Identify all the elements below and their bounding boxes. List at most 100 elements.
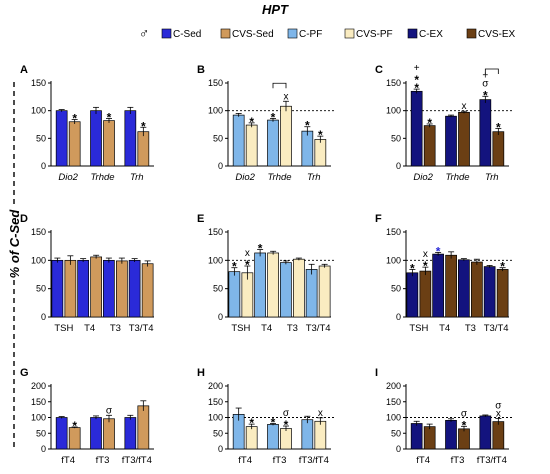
y-tick-label: 150: [208, 397, 223, 407]
bar-c-pf-t3-t4: [305, 269, 318, 318]
significance-mark: *: [500, 260, 505, 274]
y-tick-label: 100: [386, 413, 401, 423]
significance-mark: *: [462, 418, 467, 432]
y-tick-label: 50: [391, 284, 401, 294]
significance-mark: x: [423, 249, 428, 260]
bar-c-ex-ft3-ft4: [479, 415, 492, 450]
y-tick-label: 150: [386, 78, 401, 88]
y-label-backdrop: [6, 208, 22, 280]
legend-label-c-ex: C-EX: [419, 29, 443, 40]
significance-mark: *: [436, 244, 441, 258]
significance-mark: *: [271, 110, 276, 124]
x-category-label: Trh: [307, 172, 321, 183]
significance-mark: *: [271, 415, 276, 429]
bar-cvs-sed-ft3: [103, 418, 115, 450]
y-tick-label: 0: [41, 312, 46, 322]
legend-swatch-cvs-sed: [220, 28, 231, 39]
bar-c-pf-t3: [280, 262, 292, 318]
y-tick-label: 50: [36, 284, 46, 294]
x-category-label: fT3: [96, 455, 110, 466]
y-tick-label: 100: [208, 255, 223, 265]
legend-swatch-cvs-ex: [466, 28, 477, 39]
x-category-label: TSH: [54, 323, 73, 334]
bar-cvs-sed-trhde: [103, 120, 115, 167]
panel-g: G 0 50 100 150 200 fT4 fT3 fT3/fT4 * σ: [20, 367, 154, 466]
significance-mark: *: [284, 418, 289, 432]
y-tick-label: 150: [386, 397, 401, 407]
y-tick-label: 50: [36, 428, 46, 438]
y-tick-label: 100: [31, 413, 46, 423]
legend-swatch-c-pf: [287, 28, 298, 39]
y-tick-label: 100: [31, 106, 46, 116]
y-axis-label: % of C-Sed: [7, 209, 22, 279]
y-tick-label: 0: [41, 444, 46, 454]
bar-cvs-ex-dio2: [423, 125, 436, 167]
x-category-label: T3: [287, 323, 298, 334]
x-category-label: T4: [261, 323, 272, 334]
bar-cvs-pf-t3: [293, 258, 305, 318]
bar-c-ex-trhde: [445, 115, 457, 167]
x-category-label: T3/T4: [484, 323, 509, 334]
x-category-label: Trhde: [90, 172, 114, 183]
panel-label: B: [197, 64, 205, 76]
y-tick-label: 150: [31, 227, 46, 237]
significance-mark: x: [462, 101, 467, 112]
significance-mark: σ: [106, 405, 113, 416]
bar-cvs-ex-ft4: [423, 426, 436, 450]
bar-cvs-pf-trh: [314, 139, 327, 167]
bar-c-sed-t3: [103, 259, 115, 318]
significance-mark: x: [318, 408, 323, 419]
x-category-label: T3/T4: [306, 323, 331, 334]
significance-mark: *: [410, 261, 415, 275]
panel-label: F: [375, 213, 382, 225]
bar-cvs-pf-t4: [267, 252, 279, 318]
bar-c-pf-trhde: [267, 119, 279, 167]
bar-cvs-sed-ft3-ft4: [137, 405, 150, 450]
comparison-bracket: [272, 82, 287, 89]
bar-c-sed-tsh: [51, 259, 64, 318]
x-category-label: fT3/fT4: [122, 455, 152, 466]
bar-c-sed-dio2: [55, 110, 68, 167]
bar-c-ex-dio2: [410, 90, 423, 167]
bar-cvs-ex-trhde: [458, 111, 470, 167]
x-category-label: TSH: [409, 323, 428, 334]
significance-mark: σ: [482, 78, 489, 89]
x-category-label: T3/T4: [129, 323, 154, 334]
x-category-label: fT3: [273, 455, 287, 466]
y-tick-label: 50: [391, 428, 401, 438]
bar-cvs-pf-t3-t4: [318, 265, 331, 318]
y-tick-label: 0: [218, 312, 223, 322]
significance-mark: *: [414, 73, 419, 87]
significance-mark: *: [72, 419, 77, 433]
bar-c-sed-ft4: [55, 417, 68, 450]
bar-cvs-ex-t3: [471, 261, 483, 318]
y-tick-label: 100: [386, 106, 401, 116]
x-category-label: fT4: [416, 455, 430, 466]
x-category-label: T3: [110, 323, 121, 334]
bar-cvs-pf-dio2: [245, 124, 258, 167]
bar-c-ex-t3-t4: [483, 266, 496, 318]
y-tick-label: 150: [31, 78, 46, 88]
y-tick-label: 0: [41, 161, 46, 171]
significance-mark: *: [249, 115, 254, 129]
x-category-label: fT3/fT4: [299, 455, 329, 466]
bar-c-ex-ft3: [445, 419, 457, 450]
bar-cvs-sed-dio2: [68, 121, 81, 167]
significance-mark: x: [284, 91, 289, 102]
figure-title: HPT: [262, 2, 289, 17]
x-category-label: fT3/fT4: [477, 455, 507, 466]
panel-label: H: [197, 367, 205, 379]
significance-mark: *: [414, 81, 419, 95]
bar-cvs-sed-t4: [90, 256, 102, 318]
x-category-label: T3: [465, 323, 476, 334]
significance-mark: *: [496, 120, 501, 134]
y-tick-label: 50: [213, 284, 223, 294]
bar-cvs-sed-t3: [116, 260, 128, 318]
y-tick-label: 200: [386, 381, 401, 391]
legend-swatch-c-sed: [161, 28, 172, 39]
